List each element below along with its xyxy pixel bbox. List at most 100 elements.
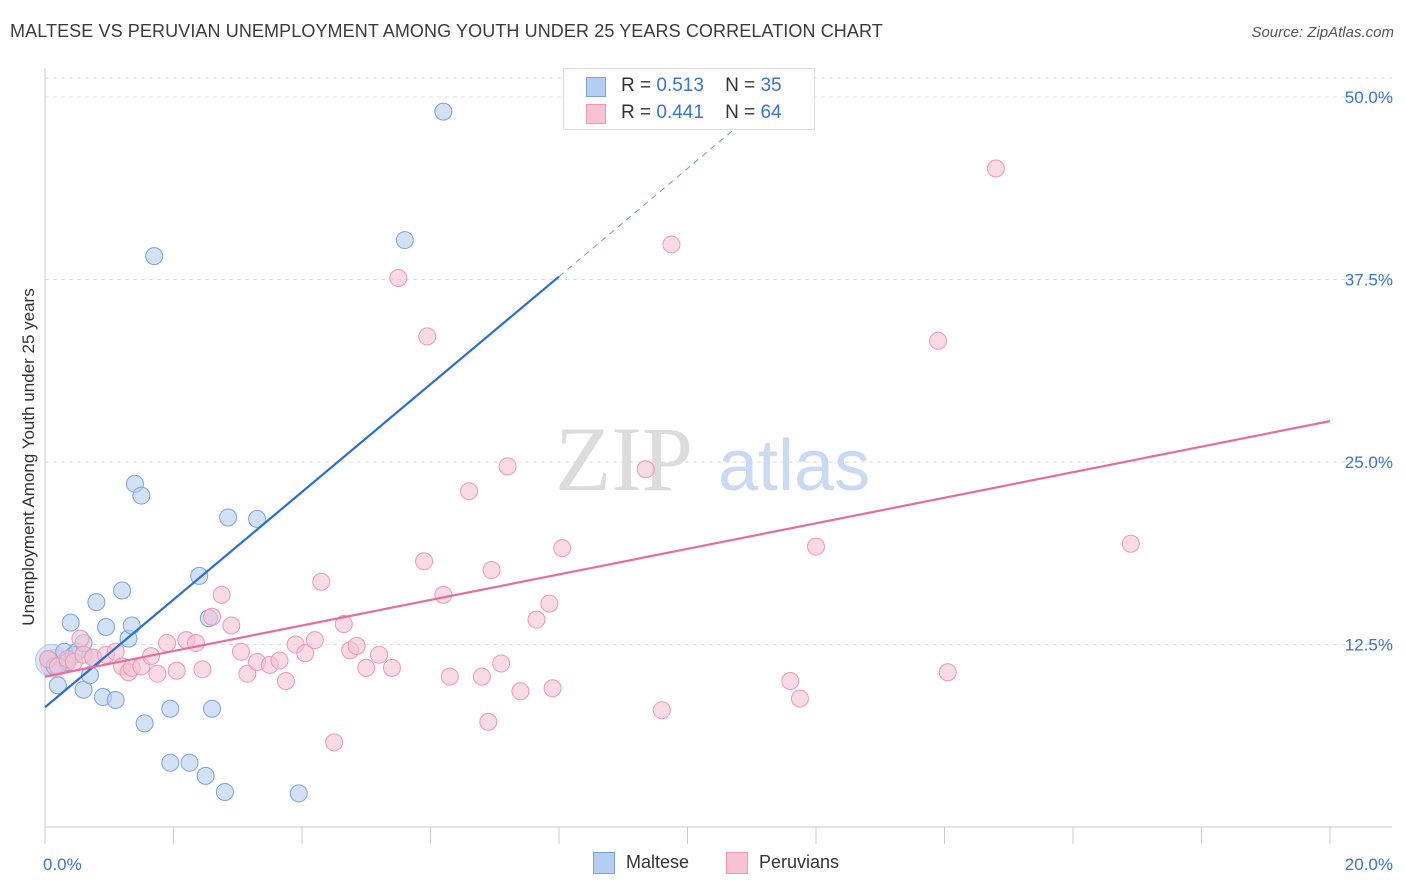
peruvian-point	[203, 607, 222, 626]
peruvian-point	[334, 615, 353, 634]
peruvian-point	[440, 667, 459, 686]
maltese-swatch	[586, 77, 606, 97]
peruvian-point	[382, 658, 401, 677]
maltese-point	[97, 617, 116, 636]
maltese-point	[132, 486, 151, 505]
peruvian-point	[158, 634, 177, 653]
maltese-point	[434, 102, 453, 121]
peruvian-point	[482, 561, 501, 580]
source-label: Source: ZipAtlas.com	[1251, 24, 1394, 41]
maltese-trendline-extension	[558, 114, 753, 277]
maltese-point	[395, 231, 414, 250]
r-label: R =	[621, 102, 652, 123]
axes	[44, 68, 1392, 844]
peruvian-point	[305, 631, 324, 650]
maltese-trendline	[44, 275, 560, 709]
peruvians-n-value: 64	[760, 102, 782, 123]
n-label: N =	[725, 102, 756, 123]
maltese-point	[289, 784, 308, 803]
peruvian-point	[498, 457, 517, 476]
peruvian-point	[540, 594, 559, 613]
peruvian-point	[167, 661, 186, 680]
r-label: R =	[621, 75, 652, 96]
maltese-point	[161, 699, 180, 718]
x-tick-label: 0.0%	[43, 855, 82, 874]
peruvian-point	[270, 651, 289, 670]
peruvian-point	[460, 482, 479, 501]
maltese-point	[135, 714, 154, 733]
maltese-legend-label: Maltese	[626, 852, 690, 872]
y-tick-label: 12.5%	[1345, 635, 1393, 654]
x-tick-label: 20.0%	[1345, 855, 1393, 874]
maltese-point	[48, 676, 67, 695]
peruvian-point	[296, 644, 315, 663]
peruvians-swatch	[586, 104, 606, 124]
peruvian-point	[434, 585, 453, 604]
maltese-point	[145, 247, 164, 266]
peruvian-point	[553, 539, 572, 558]
peruvian-point	[479, 712, 498, 731]
peruvian-point	[492, 654, 511, 673]
tick-labels: 12.5% 25.0% 37.5% 50.0% 0.0% 20.0%	[43, 88, 1393, 874]
y-tick-label: 25.0%	[1345, 453, 1393, 472]
peruvian-point	[415, 552, 434, 571]
n-label: N =	[725, 75, 756, 96]
peruvian-point	[543, 679, 562, 698]
maltese-point	[190, 566, 209, 585]
peruvian-point	[212, 585, 231, 604]
peruvian-point	[222, 616, 241, 635]
peruvian-point	[418, 327, 437, 346]
trendlines	[44, 114, 1331, 709]
peruvian-point	[1121, 534, 1140, 553]
peruvian-point	[781, 671, 800, 690]
peruvians-legend-label: Peruvians	[759, 852, 840, 872]
peruvian-point	[389, 269, 408, 288]
y-tick-label: 50.0%	[1345, 88, 1393, 107]
peruvian-point	[636, 460, 655, 479]
peruvian-point	[186, 634, 205, 653]
peruvian-point	[148, 664, 167, 683]
peruvian-trendline	[44, 420, 1331, 678]
data-points	[34, 102, 1140, 803]
maltese-point	[161, 753, 180, 772]
peruvian-point	[986, 159, 1005, 178]
peruvian-point	[276, 671, 295, 690]
maltese-point	[196, 766, 215, 785]
grid-lines	[45, 77, 1392, 645]
maltese-point	[215, 782, 234, 801]
peruvian-point	[347, 636, 366, 655]
peruvian-point	[325, 733, 344, 752]
watermark: ZIP atlas	[555, 408, 870, 510]
maltese-point	[219, 508, 238, 527]
peruvian-point	[662, 235, 681, 254]
peruvians-r-value: 0.441	[656, 102, 704, 123]
y-tick-label: 37.5%	[1345, 270, 1393, 289]
maltese-r-value: 0.513	[656, 75, 704, 96]
maltese-point	[122, 616, 141, 635]
peruvian-point	[938, 663, 957, 682]
maltese-point	[180, 753, 199, 772]
peruvian-point	[370, 645, 389, 664]
chart-title: MALTESE VS PERUVIAN UNEMPLOYMENT AMONG Y…	[10, 21, 883, 41]
peruvian-point	[472, 667, 491, 686]
legend-maltese-stats: R = 0.513 N = 35	[621, 75, 782, 97]
maltese-point	[203, 699, 222, 718]
peruvian-point	[807, 537, 825, 556]
watermark-zip: ZIP	[555, 408, 693, 510]
peruvian-point	[511, 682, 530, 701]
peruvian-point	[193, 660, 212, 679]
maltese-n-value: 35	[760, 75, 782, 96]
peruvian-point	[357, 658, 376, 677]
peruvian-point	[652, 701, 671, 720]
maltese-legend-swatch	[593, 852, 615, 874]
peruvian-point	[929, 331, 948, 350]
peruvians-legend-swatch	[726, 852, 748, 874]
peruvian-point	[238, 664, 257, 683]
maltese-point	[87, 593, 106, 612]
peruvian-point	[71, 629, 90, 648]
maltese-point	[61, 613, 80, 632]
legend-peruvians-stats: R = 0.441 N = 64	[621, 102, 782, 124]
maltese-point	[113, 581, 132, 600]
peruvian-point	[231, 642, 250, 661]
